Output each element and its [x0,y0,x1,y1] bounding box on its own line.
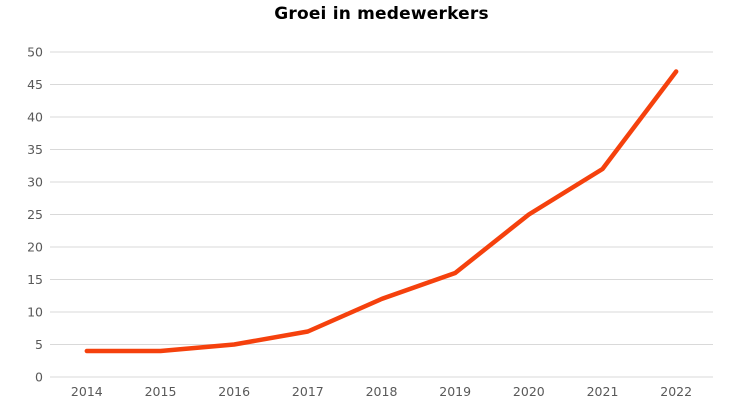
x-axis-tick-label: 2015 [145,384,177,399]
y-axis-tick-label: 5 [35,337,43,352]
y-axis-tick-label: 20 [27,240,43,255]
y-axis-tick-label: 50 [27,45,43,60]
x-axis-tick-label: 2017 [292,384,324,399]
x-axis-tick-label: 2022 [660,384,692,399]
x-axis-tick-label: 2021 [587,384,619,399]
x-axis-tick-label: 2016 [218,384,250,399]
chart-title: Groei in medewerkers [274,4,489,24]
x-axis-tick-label: 2019 [439,384,471,399]
x-axis-tick-label: 2018 [366,384,398,399]
y-axis-tick-label: 10 [27,305,43,320]
y-axis-tick-label: 40 [27,110,43,125]
y-axis-tick-label: 30 [27,175,43,190]
y-axis-tick-label: 15 [27,272,43,287]
y-axis-tick-label: 45 [27,77,43,92]
x-axis-tick-label: 2014 [71,384,103,399]
data-series-line [84,69,679,354]
y-axis-tick-label: 35 [27,142,43,157]
x-axis-tick-label: 2020 [513,384,545,399]
y-axis-tick-label: 25 [27,207,43,222]
y-axis-tick-label: 0 [35,370,43,385]
